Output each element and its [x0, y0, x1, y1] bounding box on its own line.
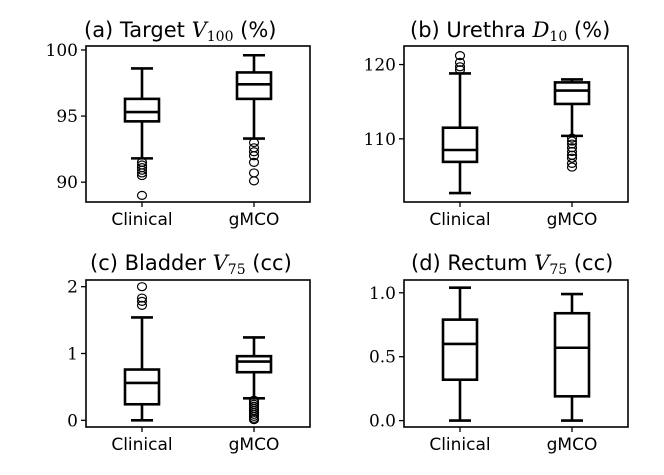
title-suffix: (cc): [246, 251, 292, 275]
y-tick-label: 0.5: [369, 348, 396, 368]
boxplot-gmco: [553, 78, 591, 172]
boxplot-clinical: [123, 282, 161, 422]
outlier-point: [136, 165, 148, 175]
outlier-point: [454, 57, 466, 67]
x-category-label: Clinical: [111, 210, 172, 230]
boxplot-clinical: [441, 51, 479, 195]
title-variable: V: [534, 251, 551, 275]
outlier-point: [248, 176, 260, 186]
title-prefix: (a) Target: [84, 18, 192, 42]
outlier-point: [566, 153, 578, 163]
chart-title: (b) Urethra D10 (%): [410, 18, 610, 45]
outlier-point: [248, 415, 260, 425]
outlier-point: [136, 168, 148, 178]
axes-frame: [403, 45, 629, 203]
title-subscript: 75: [228, 262, 246, 278]
title-variable: V: [213, 251, 230, 275]
box-iqr: [441, 126, 479, 164]
outlier-point: [566, 136, 578, 146]
x-category-label: gMCO: [229, 210, 280, 230]
title-prefix: (c) Bladder: [90, 251, 213, 275]
outlier-point: [248, 168, 260, 178]
title-variable: V: [192, 18, 209, 42]
outlier-point: [136, 300, 148, 310]
outlier-point: [248, 157, 260, 167]
y-tick-label: 100: [46, 41, 78, 61]
box-iqr: [123, 368, 161, 406]
axes-frame: [403, 279, 629, 428]
outlier-point: [136, 293, 148, 303]
y-tick-label: 110: [364, 130, 396, 150]
box-iqr: [553, 311, 591, 398]
box-iqr: [235, 354, 273, 374]
y-tick-label: 120: [364, 56, 396, 76]
chart-title: (a) Target V100 (%): [84, 18, 277, 45]
x-category-label: gMCO: [547, 210, 598, 230]
y-tick-label: 2: [67, 278, 78, 298]
title-suffix: (cc): [567, 251, 613, 275]
title-subscript: 75: [549, 262, 567, 278]
boxplot-gmco: [553, 292, 591, 422]
axes-frame: [85, 45, 311, 203]
box-iqr: [123, 97, 161, 123]
y-tick-label: 1.0: [369, 284, 396, 304]
box-iqr: [235, 71, 273, 101]
box-iqr: [553, 81, 591, 106]
outlier-point: [248, 147, 260, 157]
y-tick-label: 0: [67, 411, 78, 431]
outlier-point: [136, 282, 148, 292]
axes-frame: [85, 279, 311, 428]
outlier-point: [566, 133, 578, 143]
x-category-label: Clinical: [111, 435, 172, 455]
y-tick-label: 90: [56, 173, 78, 193]
title-prefix: (b) Urethra: [410, 18, 533, 42]
x-category-label: gMCO: [547, 435, 598, 455]
title-suffix: (%): [567, 18, 610, 42]
box-iqr: [441, 318, 479, 382]
boxplot-gmco: [235, 53, 273, 186]
panel-urethra-d10: (b) Urethra D10 (%) 110 120 Clinical gMCO: [364, 18, 629, 230]
panel-rectum-v75: (d) Rectum V75 (cc) 0.0 0.5 1.0 Clinical gMCO: [369, 251, 629, 455]
outlier-point: [566, 146, 578, 157]
title-subscript: 100: [207, 29, 234, 45]
outlier-point: [136, 190, 148, 200]
boxplot-clinical: [123, 67, 161, 200]
outlier-point: [136, 296, 148, 306]
x-category-label: Clinical: [429, 435, 490, 455]
outlier-point: [566, 162, 578, 172]
outlier-point: [566, 158, 578, 168]
outlier-point: [136, 170, 148, 181]
boxplot-gmco: [235, 336, 273, 425]
y-tick-label: 0.0: [369, 412, 396, 432]
title-suffix: (%): [233, 18, 276, 42]
outlier-point: [454, 51, 466, 61]
boxplot-clinical: [441, 286, 479, 422]
outlier-point: [248, 137, 260, 148]
chart-title: (c) Bladder V75 (cc): [90, 251, 292, 278]
x-category-label: Clinical: [429, 210, 490, 230]
outlier-point: [454, 62, 466, 72]
panel-bladder-v75: (c) Bladder V75 (cc) 0 1 2 Clinical gMCO: [67, 251, 311, 455]
title-prefix: (d) Rectum: [411, 251, 534, 275]
x-category-label: gMCO: [229, 435, 280, 455]
y-tick-label: 95: [56, 107, 78, 127]
outlier-point: [248, 151, 260, 161]
title-subscript: 10: [549, 29, 567, 45]
y-tick-label: 1: [67, 345, 78, 365]
title-variable: D: [532, 18, 550, 42]
chart-title: (d) Rectum V75 (cc): [411, 251, 613, 278]
